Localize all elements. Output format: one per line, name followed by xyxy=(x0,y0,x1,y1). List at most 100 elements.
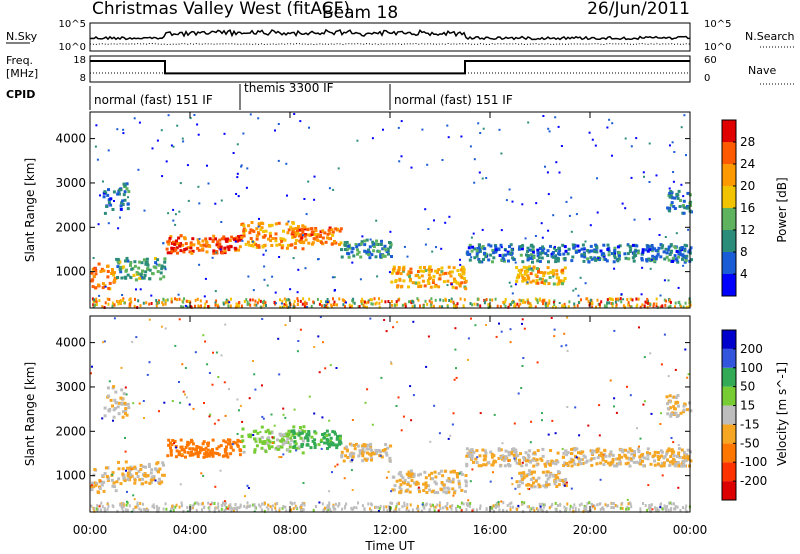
power-cell-747 xyxy=(468,252,472,256)
velocity-cell-882 xyxy=(576,463,580,467)
velocity-cell-453 xyxy=(368,447,372,451)
velocity-cell-1737 xyxy=(208,415,211,418)
power-cell-1711 xyxy=(263,278,266,281)
velocity-cell-37 xyxy=(104,466,108,470)
power-cell-1401 xyxy=(323,304,326,307)
power-cell-25 xyxy=(108,281,112,285)
power-cell-1464 xyxy=(197,304,200,308)
power-cell-1346 xyxy=(396,303,398,307)
velocity-cell-31 xyxy=(93,468,97,471)
velocity-cell-485 xyxy=(364,458,368,462)
velocity-cell-121 xyxy=(169,446,172,450)
velocity-cell-1418 xyxy=(180,501,183,505)
velocity-cell-583 xyxy=(432,489,435,493)
velocity-cell-614 xyxy=(449,480,452,484)
velocity-colorbar-segment-5 xyxy=(722,386,736,406)
velocity-colorbar-tick-6: -100 xyxy=(740,455,767,469)
velocity-cell-1701 xyxy=(529,441,532,444)
power-cell-1574 xyxy=(296,303,299,306)
velocity-cell-1866 xyxy=(186,510,189,513)
velocity-cell-1439 xyxy=(542,505,545,509)
velocity-cell-337 xyxy=(300,429,304,433)
velocity-cell-1875 xyxy=(563,484,566,487)
velocity-cell-1905 xyxy=(452,412,455,415)
power-cell-1169 xyxy=(117,302,120,306)
power-cell-1017 xyxy=(535,279,539,282)
power-cell-1408 xyxy=(450,299,452,303)
velocity-cell-1390 xyxy=(516,508,519,511)
power-cell-1302 xyxy=(553,303,556,307)
power-cell-1546 xyxy=(249,298,252,302)
power-cell-940 xyxy=(536,251,540,255)
power-cell-1505 xyxy=(563,302,566,306)
velocity-cell-1806 xyxy=(351,459,354,462)
power-cell-1792 xyxy=(249,113,252,116)
velocity-cell-1723 xyxy=(598,404,601,407)
velocity-cell-418 xyxy=(338,436,342,440)
power-cell-1022 xyxy=(525,266,529,270)
velocity-cell-809 xyxy=(524,463,528,467)
power-cell-644 xyxy=(586,257,590,261)
velocity-cell-1326 xyxy=(175,503,178,507)
velocity-cell-1432 xyxy=(343,506,346,510)
velocity-cell-230 xyxy=(191,442,195,446)
velocity-cell-1130 xyxy=(669,406,672,410)
velocity-cell-286 xyxy=(268,440,272,444)
velocity-cell-1081 xyxy=(124,407,128,410)
power-cell-1292 xyxy=(128,298,131,302)
power-cell-1014 xyxy=(520,274,524,277)
velocity-cell-215 xyxy=(202,455,206,459)
power-cell-1869 xyxy=(543,248,546,251)
velocity-cell-285 xyxy=(262,441,265,445)
power-cell-337 xyxy=(280,239,284,243)
velocity-cell-1217 xyxy=(425,502,428,506)
velocity-cell-1546 xyxy=(450,507,453,511)
velocity-cell-1826 xyxy=(270,413,273,416)
power-cell-679 xyxy=(491,248,495,252)
velocity-cell-256 xyxy=(297,429,301,433)
velocity-cell-934 xyxy=(646,453,650,457)
power-cell-537 xyxy=(396,285,399,289)
velocity-cell-1162 xyxy=(684,507,687,511)
power-cell-475 xyxy=(390,255,393,258)
power-cell-1116 xyxy=(673,196,677,200)
power-cell-1705 xyxy=(214,202,217,205)
power-cell-1361 xyxy=(663,298,666,302)
velocity-cell-1606 xyxy=(627,502,630,506)
power-cell-127 xyxy=(182,250,186,254)
velocity-cell-1065 xyxy=(124,408,128,412)
velocity-cell-1688 xyxy=(513,422,516,425)
velocity-cell-435 xyxy=(340,453,344,457)
velocity-cell-1852 xyxy=(106,503,109,506)
power-cell-212 xyxy=(175,239,178,243)
power-cell-296 xyxy=(280,246,284,250)
power-cell-451 xyxy=(389,243,393,247)
power-cell-1541 xyxy=(118,300,121,304)
velocity-cell-317 xyxy=(276,447,280,451)
velocity-cell-1747 xyxy=(390,361,392,364)
velocity-cell-808 xyxy=(525,459,528,463)
velocity-cell-1659 xyxy=(179,483,182,486)
velocity-cell-45 xyxy=(150,468,154,472)
power-cell-1490 xyxy=(199,299,202,303)
velocity-cell-1752 xyxy=(528,488,531,490)
velocity-cell-1399 xyxy=(529,509,531,513)
power-cell-1617 xyxy=(511,301,513,305)
power-cell-858 xyxy=(541,245,545,249)
velocity-cell-868 xyxy=(492,459,496,463)
power-cell-1819 xyxy=(664,236,667,238)
power-cell-1929 xyxy=(265,249,267,252)
velocity-cell-1295 xyxy=(639,507,642,511)
velocity-cell-878 xyxy=(512,447,516,451)
power-cell-1481 xyxy=(644,300,647,304)
power-cell-1740 xyxy=(150,294,153,297)
power-cell-1434 xyxy=(180,305,183,309)
velocity-cell-1585 xyxy=(100,501,103,505)
velocity-cell-1689 xyxy=(202,334,205,337)
velocity-cell-1787 xyxy=(467,358,470,361)
velocity-cell-514 xyxy=(417,487,421,491)
power-cell-1731 xyxy=(511,200,514,203)
velocity-cell-10 xyxy=(95,482,99,486)
velocity-cell-270 xyxy=(240,434,244,438)
power-cell-1853 xyxy=(560,145,563,147)
